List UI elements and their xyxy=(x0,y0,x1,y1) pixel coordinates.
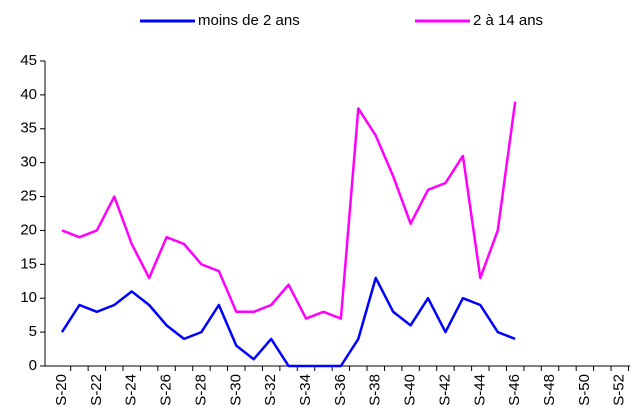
y-tick-label: 0 xyxy=(29,357,37,374)
x-tick-label: S-52 xyxy=(611,374,628,406)
x-tick-label: S-40 xyxy=(402,374,419,406)
x-tick-label: S-44 xyxy=(471,374,488,406)
y-tick-label: 15 xyxy=(20,255,37,272)
y-tick-label: 45 xyxy=(20,52,37,69)
x-tick-label: S-48 xyxy=(541,374,558,406)
x-tick-label: S-42 xyxy=(436,374,453,406)
x-tick-label: S-26 xyxy=(158,374,175,406)
x-tick-label: S-20 xyxy=(53,374,70,406)
series-line xyxy=(61,101,517,320)
x-tick-label: S-30 xyxy=(227,374,244,406)
x-tick-label: S-22 xyxy=(88,374,105,406)
x-tick-label: S-28 xyxy=(192,374,209,406)
y-tick-label: 10 xyxy=(20,289,37,306)
y-tick-label: 5 xyxy=(29,323,37,340)
y-tick-label: 30 xyxy=(20,154,37,171)
y-tick-label: 20 xyxy=(20,221,37,238)
y-tick-label: 35 xyxy=(20,120,37,137)
y-tick-label: 25 xyxy=(20,188,37,205)
x-tick-label: S-32 xyxy=(262,374,279,406)
x-tick-label: S-46 xyxy=(506,374,523,406)
x-tick-label: S-50 xyxy=(576,374,593,406)
x-tick-label: S-38 xyxy=(367,374,384,406)
legend-label: 2 à 14 ans xyxy=(473,12,543,29)
x-tick-label: S-34 xyxy=(297,374,314,406)
x-tick-label: S-36 xyxy=(332,374,349,406)
series-line xyxy=(60,276,516,368)
legend-label: moins de 2 ans xyxy=(198,12,300,29)
x-tick-label: S-24 xyxy=(123,374,140,406)
y-tick-label: 40 xyxy=(20,86,37,103)
